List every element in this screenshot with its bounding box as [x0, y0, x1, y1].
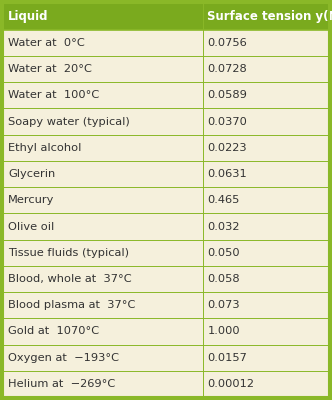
Text: 0.050: 0.050 — [208, 248, 240, 258]
Text: Blood, whole at  37°C: Blood, whole at 37°C — [8, 274, 131, 284]
Text: 0.00012: 0.00012 — [208, 379, 254, 389]
Text: 0.0223: 0.0223 — [208, 143, 247, 153]
Text: Gold at  1070°C: Gold at 1070°C — [8, 326, 99, 336]
Text: Water at  0°C: Water at 0°C — [8, 38, 85, 48]
Text: Ethyl alcohol: Ethyl alcohol — [8, 143, 81, 153]
Text: 0.465: 0.465 — [208, 195, 240, 205]
Text: 0.032: 0.032 — [208, 222, 240, 232]
Text: Glycerin: Glycerin — [8, 169, 55, 179]
Text: 0.073: 0.073 — [208, 300, 240, 310]
Text: 0.058: 0.058 — [208, 274, 240, 284]
Text: Liquid: Liquid — [8, 10, 48, 23]
Bar — [3, 3, 329, 30]
Text: Tissue fluids (typical): Tissue fluids (typical) — [8, 248, 129, 258]
Text: Oxygen at  −193°C: Oxygen at −193°C — [8, 353, 119, 363]
Text: 0.0370: 0.0370 — [208, 116, 247, 126]
Text: Surface tension y(N/m): Surface tension y(N/m) — [208, 10, 332, 23]
Text: 0.0631: 0.0631 — [208, 169, 247, 179]
Text: Water at  100°C: Water at 100°C — [8, 90, 99, 100]
Text: 0.0589: 0.0589 — [208, 90, 247, 100]
Text: Soapy water (typical): Soapy water (typical) — [8, 116, 130, 126]
Text: Blood plasma at  37°C: Blood plasma at 37°C — [8, 300, 135, 310]
Text: Helium at  −269°C: Helium at −269°C — [8, 379, 115, 389]
Text: Olive oil: Olive oil — [8, 222, 54, 232]
Text: 0.0728: 0.0728 — [208, 64, 247, 74]
Text: Mercury: Mercury — [8, 195, 54, 205]
Text: Water at  20°C: Water at 20°C — [8, 64, 92, 74]
Text: 0.0157: 0.0157 — [208, 353, 247, 363]
Text: 1.000: 1.000 — [208, 326, 240, 336]
Text: 0.0756: 0.0756 — [208, 38, 247, 48]
